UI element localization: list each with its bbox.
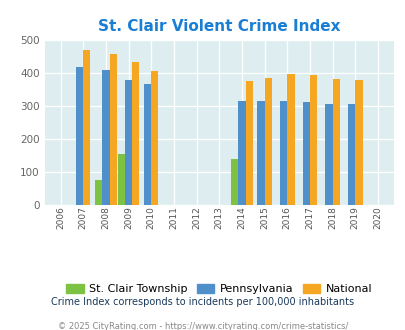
- Bar: [117, 154, 125, 205]
- Bar: [132, 62, 139, 205]
- Bar: [302, 102, 309, 205]
- Bar: [279, 101, 287, 205]
- Bar: [76, 67, 83, 205]
- Bar: [332, 79, 339, 205]
- Bar: [347, 104, 354, 205]
- Text: Crime Index corresponds to incidents per 100,000 inhabitants: Crime Index corresponds to incidents per…: [51, 297, 354, 307]
- Bar: [83, 50, 90, 205]
- Bar: [238, 101, 245, 205]
- Legend: St. Clair Township, Pennsylvania, National: St. Clair Township, Pennsylvania, Nation…: [62, 280, 376, 299]
- Bar: [109, 54, 117, 205]
- Bar: [125, 80, 132, 205]
- Bar: [95, 180, 102, 205]
- Bar: [257, 101, 264, 205]
- Bar: [309, 75, 316, 205]
- Bar: [287, 74, 294, 205]
- Bar: [102, 70, 109, 205]
- Bar: [245, 81, 252, 205]
- Bar: [151, 71, 158, 205]
- Text: © 2025 CityRating.com - https://www.cityrating.com/crime-statistics/: © 2025 CityRating.com - https://www.city…: [58, 322, 347, 330]
- Title: St. Clair Violent Crime Index: St. Clair Violent Crime Index: [98, 19, 340, 34]
- Bar: [264, 78, 271, 205]
- Bar: [324, 104, 332, 205]
- Bar: [354, 80, 362, 205]
- Bar: [230, 159, 238, 205]
- Bar: [144, 84, 151, 205]
